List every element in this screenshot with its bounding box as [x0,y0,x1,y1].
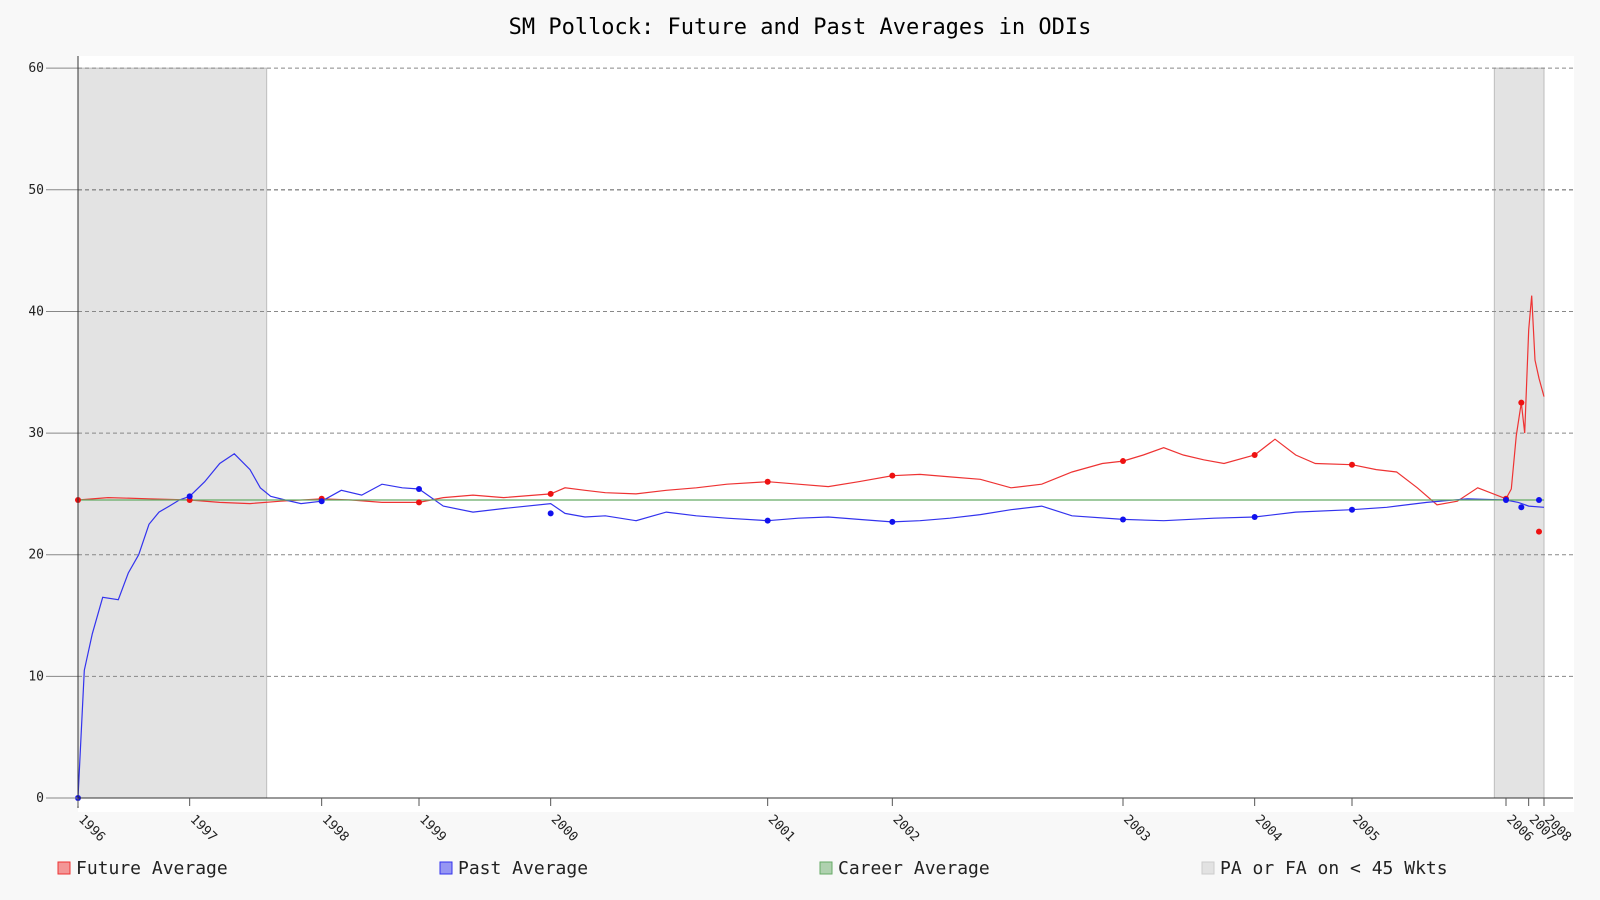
past-average-point [186,493,193,500]
x-tick-label: 1996 [75,812,108,845]
legend-label[interactable]: Career Average [838,858,990,879]
y-tick-label: 40 [28,304,44,319]
future-average-point [764,478,771,485]
x-tick-label: 2000 [548,812,581,845]
y-tick-label: 30 [28,426,44,441]
x-tick-label: 2002 [890,812,923,845]
future-average-point [547,490,554,497]
y-tick-label: 0 [36,791,44,806]
past-average-point [1120,516,1126,523]
future-average-point [1518,399,1525,406]
x-tick-label: 2003 [1120,812,1153,845]
plot-area [78,56,1574,812]
past-average-point [1503,496,1509,503]
future-average-point [889,472,896,479]
x-tick-label: 2004 [1252,812,1285,845]
y-tick-label: 50 [28,183,44,198]
legend-swatch[interactable] [819,861,833,875]
legend-swatch[interactable] [439,861,453,875]
future-average-point [1349,461,1355,468]
past-average-point [1518,504,1525,511]
x-tick-label: 2001 [765,812,798,845]
x-tick-label: 2005 [1349,812,1382,845]
legend-label[interactable]: PA or FA on < 45 Wkts [1220,858,1448,879]
past-average-point [889,518,896,525]
past-average-point [318,498,325,505]
future-average-point [416,499,422,506]
past-average-point [1251,514,1258,521]
legend-swatch[interactable] [1201,861,1215,875]
future-average-point [1120,458,1126,465]
past-average-point [1536,496,1542,503]
past-average-point [1349,506,1355,513]
y-tick-label: 10 [28,669,44,684]
past-average-point [416,486,422,493]
future-average-point [1251,451,1258,458]
x-tick-label: 1998 [319,812,352,845]
y-tick-label: 20 [28,548,44,563]
future-average-point [1536,528,1542,535]
chart-title: SM Pollock: Future and Past Averages in … [509,15,1092,40]
x-tick-label: 1999 [416,812,449,845]
past-average-point [547,510,554,517]
legend-label[interactable]: Future Average [76,858,228,879]
legend-label[interactable]: Past Average [458,858,588,879]
legend-swatch[interactable] [57,861,71,875]
x-tick-label: 1997 [187,812,220,845]
y-tick-label: 60 [28,61,44,76]
past-average-point [764,517,771,524]
